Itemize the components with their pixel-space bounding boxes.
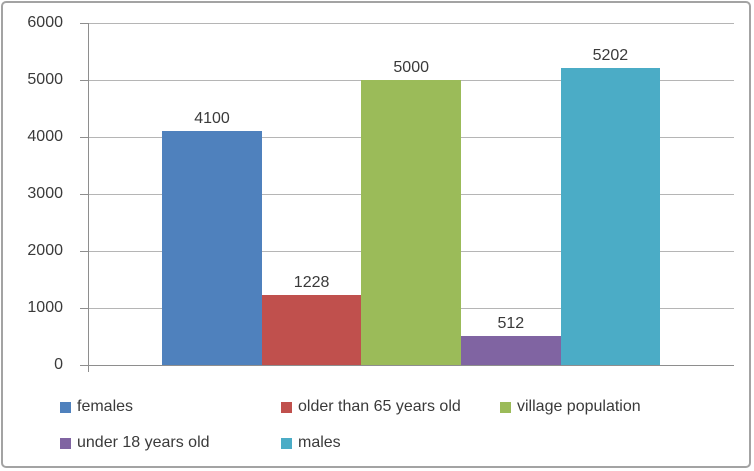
y-tick-label: 3000 xyxy=(27,185,63,202)
legend-item-under-18-years-old: under 18 years old xyxy=(60,434,210,452)
legend-item-males: males xyxy=(281,434,341,452)
legend-swatch-older-than-65-years-old xyxy=(281,401,292,413)
data-label-males: 5202 xyxy=(592,47,629,65)
y-tick-label: 2000 xyxy=(27,242,63,259)
legend-swatch-males xyxy=(281,437,292,449)
legend-swatch-under-18-years-old xyxy=(60,437,71,449)
plot-area: 0 1000 2000 3000 4000 5000 6000 4100 1228 5000 512… xyxy=(3,3,749,466)
bar-village-population xyxy=(361,80,461,365)
bar-males xyxy=(560,68,661,365)
y-tick-label: 6000 xyxy=(27,14,63,31)
y-tick-label: 4000 xyxy=(27,128,63,145)
legend-label: older than 65 years old xyxy=(298,398,461,415)
legend-swatch-females xyxy=(60,401,71,413)
legend-item-older-than-65-years-old: older than 65 years old xyxy=(281,398,461,416)
legend-item-village-population: village population xyxy=(500,398,641,416)
x-axis-line xyxy=(88,364,734,366)
y-axis-tick xyxy=(80,193,88,195)
legend-label: under 18 years old xyxy=(77,434,210,451)
data-label-under-18-years-old: 512 xyxy=(497,314,525,332)
data-label-village-population: 5000 xyxy=(393,59,429,76)
legend-label: males xyxy=(298,434,341,451)
data-label-females: 4100 xyxy=(194,110,230,128)
legend-item-females: females xyxy=(60,398,133,416)
y-tick-label: 5000 xyxy=(27,71,63,88)
legend-swatch-village-population xyxy=(500,401,511,413)
legend: females older than 65 years old village po… xyxy=(3,3,749,466)
y-axis-tick xyxy=(80,136,88,138)
y-axis-tick xyxy=(80,22,88,24)
y-axis-line xyxy=(88,23,89,372)
y-axis-tick xyxy=(80,79,88,81)
bar-females xyxy=(162,131,262,365)
y-axis-tick xyxy=(80,250,88,252)
bar-under-18-years-old xyxy=(461,335,561,365)
y-axis-tick xyxy=(80,364,88,366)
data-label-older-than-65-years-old: 1228 xyxy=(293,274,330,291)
y-tick-label: 1000 xyxy=(27,299,63,316)
y-axis-tick xyxy=(80,307,88,309)
legend-label: females xyxy=(77,398,134,415)
y-tick-label: 0 xyxy=(54,356,63,373)
legend-label: village population xyxy=(517,398,641,415)
bar-older-than-65-years-old xyxy=(261,295,362,365)
gridline xyxy=(88,22,734,24)
